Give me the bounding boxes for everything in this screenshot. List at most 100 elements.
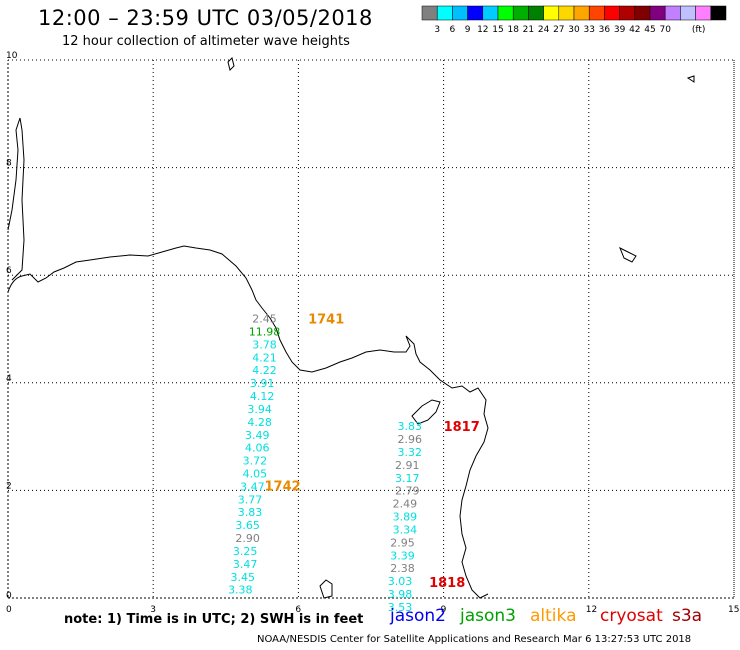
island-small-2 [619,246,637,263]
legend-swatch [512,5,529,21]
island-bioko [411,399,441,425]
legend-swatch [588,5,605,21]
legend-label: 9 [465,25,471,35]
wave-height-value: 3.98 [388,588,413,601]
legend-label: 18 [507,25,519,35]
sat-label-altika: altika [530,606,577,626]
wave-height-value: 2.45 [252,313,277,326]
legend-label: 12 [477,25,488,35]
legend-swatch [421,5,438,21]
legend-swatch [528,5,544,21]
legend-swatch [680,5,696,21]
wave-height-value: 3.39 [390,549,415,562]
legend-label: 33 [583,25,594,35]
wave-height-value: 3.17 [395,472,420,485]
y-tick-label: 0 [6,591,12,601]
wave-height-value: 3.89 [393,511,418,524]
wave-height-value: 2.49 [393,498,418,511]
legend-label: 24 [538,25,550,35]
legend-swatch [497,5,514,21]
map-title: 12:00 – 23:59 UTC 03/05/2018 [38,6,373,30]
legend-label: 15 [492,25,503,35]
wave-height-value: 3.47 [233,558,258,571]
wave-height-value: 3.32 [397,446,422,459]
legend-swatch [573,5,590,21]
grid-lines [7,59,735,599]
x-tick-label: 12 [586,605,597,615]
island-small-1 [227,57,235,71]
coastline-north-edge [7,117,25,281]
wave-height-value: 3.65 [235,519,260,532]
legend-swatch [452,5,468,21]
wave-height-value: 11.98 [249,325,281,338]
legend-swatch [619,5,636,21]
island-sao-tome [319,579,333,599]
wave-height-value: 3.83 [397,420,422,433]
wave-height-value: 4.21 [252,351,277,364]
x-tick-label: 6 [295,605,301,615]
wave-height-value: 3.47 [240,480,265,493]
legend-swatch [649,5,666,21]
sat-label-jason2: jason2 [390,606,446,626]
pass-time-label: 1818 [429,576,465,591]
color-legend: 3 6 9 12 15 18 21 24 27 30 33 36 39 42 45 70 (ft) [421,5,727,35]
wave-height-value: 3.45 [230,571,255,584]
y-tick-label: 4 [6,374,12,384]
wave-height-value: 3.53 [388,601,413,614]
wave-height-value: 2.38 [390,562,415,575]
legend-label: 45 [644,25,655,35]
wave-height-value: 4.06 [245,442,270,455]
y-tick-label: 2 [6,481,12,491]
wave-height-value: 3.91 [250,377,275,390]
legend-swatch [634,5,651,21]
y-tick-label: 6 [6,266,12,276]
wave-height-value: 4.05 [243,467,268,480]
legend-label: (ft) [692,25,706,35]
y-tick-label: 8 [6,159,12,169]
legend-label: 27 [553,25,564,35]
legend-swatch [558,5,575,21]
footer-credit: NOAA/NESDIS Center for Satellite Applica… [257,634,692,645]
island-small-3 [686,75,695,83]
wave-height-value: 3.83 [238,506,263,519]
sat-label-cryosat: cryosat [600,606,663,626]
wave-height-value: 3.78 [252,338,277,351]
legend-swatch [543,5,560,21]
x-tick-label: 3 [150,605,156,615]
x-tick-label: 15 [728,605,739,615]
legend-label: 6 [450,25,456,35]
coastline-west-africa [7,245,489,599]
wave-height-value: 3.38 [228,584,253,597]
wave-height-value: 3.77 [238,493,263,506]
wave-height-value: 2.79 [395,485,420,498]
wave-height-value: 2.90 [235,532,260,545]
map-subtitle: 12 hour collection of altimeter wave hei… [62,34,350,49]
wave-height-value: 3.34 [393,523,418,536]
wave-height-value: 4.12 [250,390,275,403]
x-tick-label: 0 [6,605,12,615]
pass-time-label: 1742 [265,479,301,494]
wave-height-value: 2.95 [390,536,415,549]
x-tick-label: 9 [441,605,447,615]
time-labels: 1741 1742 1817 1818 [265,313,480,592]
wave-height-value: 3.25 [233,545,258,558]
coastline [7,57,695,599]
wave-height-value: 2.91 [395,459,420,472]
wave-height-value: 3.72 [243,455,268,468]
sat-label-jason3: jason3 [460,606,516,626]
legend-swatch [664,5,681,21]
wave-height-value: 4.28 [247,416,272,429]
legend-label: 42 [629,25,640,35]
legend-label: 39 [614,25,626,35]
wave-height-value: 3.49 [245,429,270,442]
wave-height-value: 4.22 [252,364,277,377]
pass-time-label: 1741 [308,313,344,328]
wave-height-tracks: 2.4511.983.784.214.223.914.123.944.283.4… [228,313,422,614]
legend-swatch [436,5,453,21]
wave-height-value: 3.03 [388,575,413,588]
legend-swatch [604,5,620,21]
legend-label: 30 [568,25,580,35]
units-note: note: 1) Time is in UTC; 2) SWH is in fe… [64,612,364,627]
